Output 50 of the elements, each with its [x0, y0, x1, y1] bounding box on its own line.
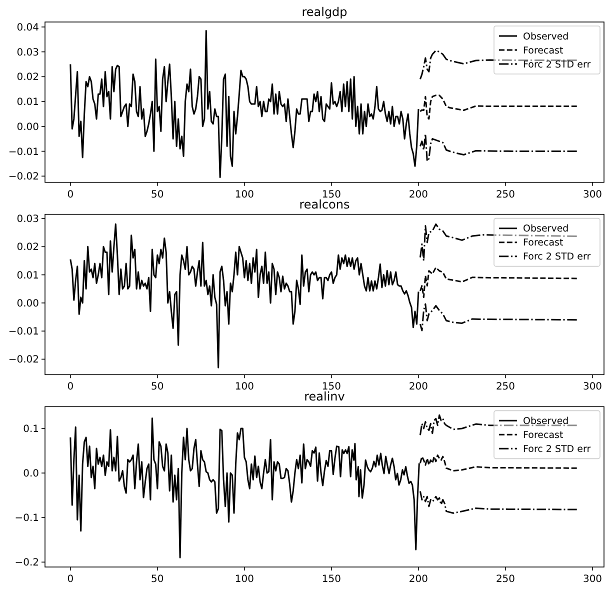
y-tick-label: 0.01: [16, 97, 39, 108]
y-tick-label: 0.02: [16, 242, 39, 254]
y-tick-label: −0.2: [14, 558, 39, 569]
chart-title: realgdp: [302, 5, 348, 19]
y-tick-label: 0.02: [16, 72, 39, 84]
x-tick-label: 0: [67, 382, 74, 393]
x-tick-label: 0: [67, 189, 74, 200]
y-tick-label: −0.02: [8, 354, 39, 366]
y-tick-label: −0.02: [8, 172, 39, 183]
x-tick-label: 150: [322, 574, 342, 585]
x-tick-label: 250: [496, 382, 516, 393]
y-tick-label: 0.03: [16, 214, 39, 226]
y-tick-label: 0.00: [16, 122, 39, 133]
y-tick-label: 0.0: [23, 468, 39, 480]
x-tick-label: 250: [496, 189, 516, 200]
y-tick-label: 0.03: [16, 47, 39, 58]
y-tick-label: 0.00: [16, 298, 39, 310]
y-tick-label: 0.04: [16, 22, 39, 34]
x-tick-label: 200: [408, 574, 428, 585]
legend-label: Observed: [523, 416, 569, 427]
legend-label: Forc 2 STD err: [523, 252, 591, 263]
legend-label: Observed: [523, 224, 569, 235]
legend-label: Observed: [523, 31, 569, 42]
x-tick-label: 200: [408, 382, 428, 393]
y-tick-label: 0.01: [16, 270, 39, 282]
x-tick-label: 300: [582, 574, 602, 585]
x-tick-label: 300: [582, 189, 602, 200]
y-tick-label: −0.1: [14, 513, 39, 524]
legend-label: Forecast: [523, 45, 564, 56]
y-tick-label: 0.1: [23, 424, 39, 435]
line-series: [419, 303, 578, 332]
y-tick-label: −0.01: [8, 326, 39, 338]
line-series: [419, 133, 578, 162]
x-tick-label: 50: [151, 574, 164, 585]
x-tick-label: 250: [496, 574, 516, 585]
x-tick-label: 50: [151, 382, 164, 393]
x-tick-label: 100: [234, 574, 254, 585]
x-tick-label: 200: [408, 189, 428, 200]
legend-label: Forecast: [523, 238, 564, 249]
x-tick-label: 0: [67, 574, 74, 585]
x-tick-label: 300: [582, 382, 602, 393]
x-tick-label: 50: [151, 189, 164, 200]
legend-label: Forc 2 STD err: [523, 444, 591, 455]
legend-label: Forc 2 STD err: [523, 59, 591, 70]
line-series: [419, 223, 578, 262]
chart-title: realinv: [304, 390, 345, 404]
y-tick-label: −0.01: [8, 146, 39, 158]
legend-label: Forecast: [523, 430, 564, 441]
x-tick-label: 100: [234, 382, 254, 393]
x-tick-label: 100: [234, 189, 254, 200]
